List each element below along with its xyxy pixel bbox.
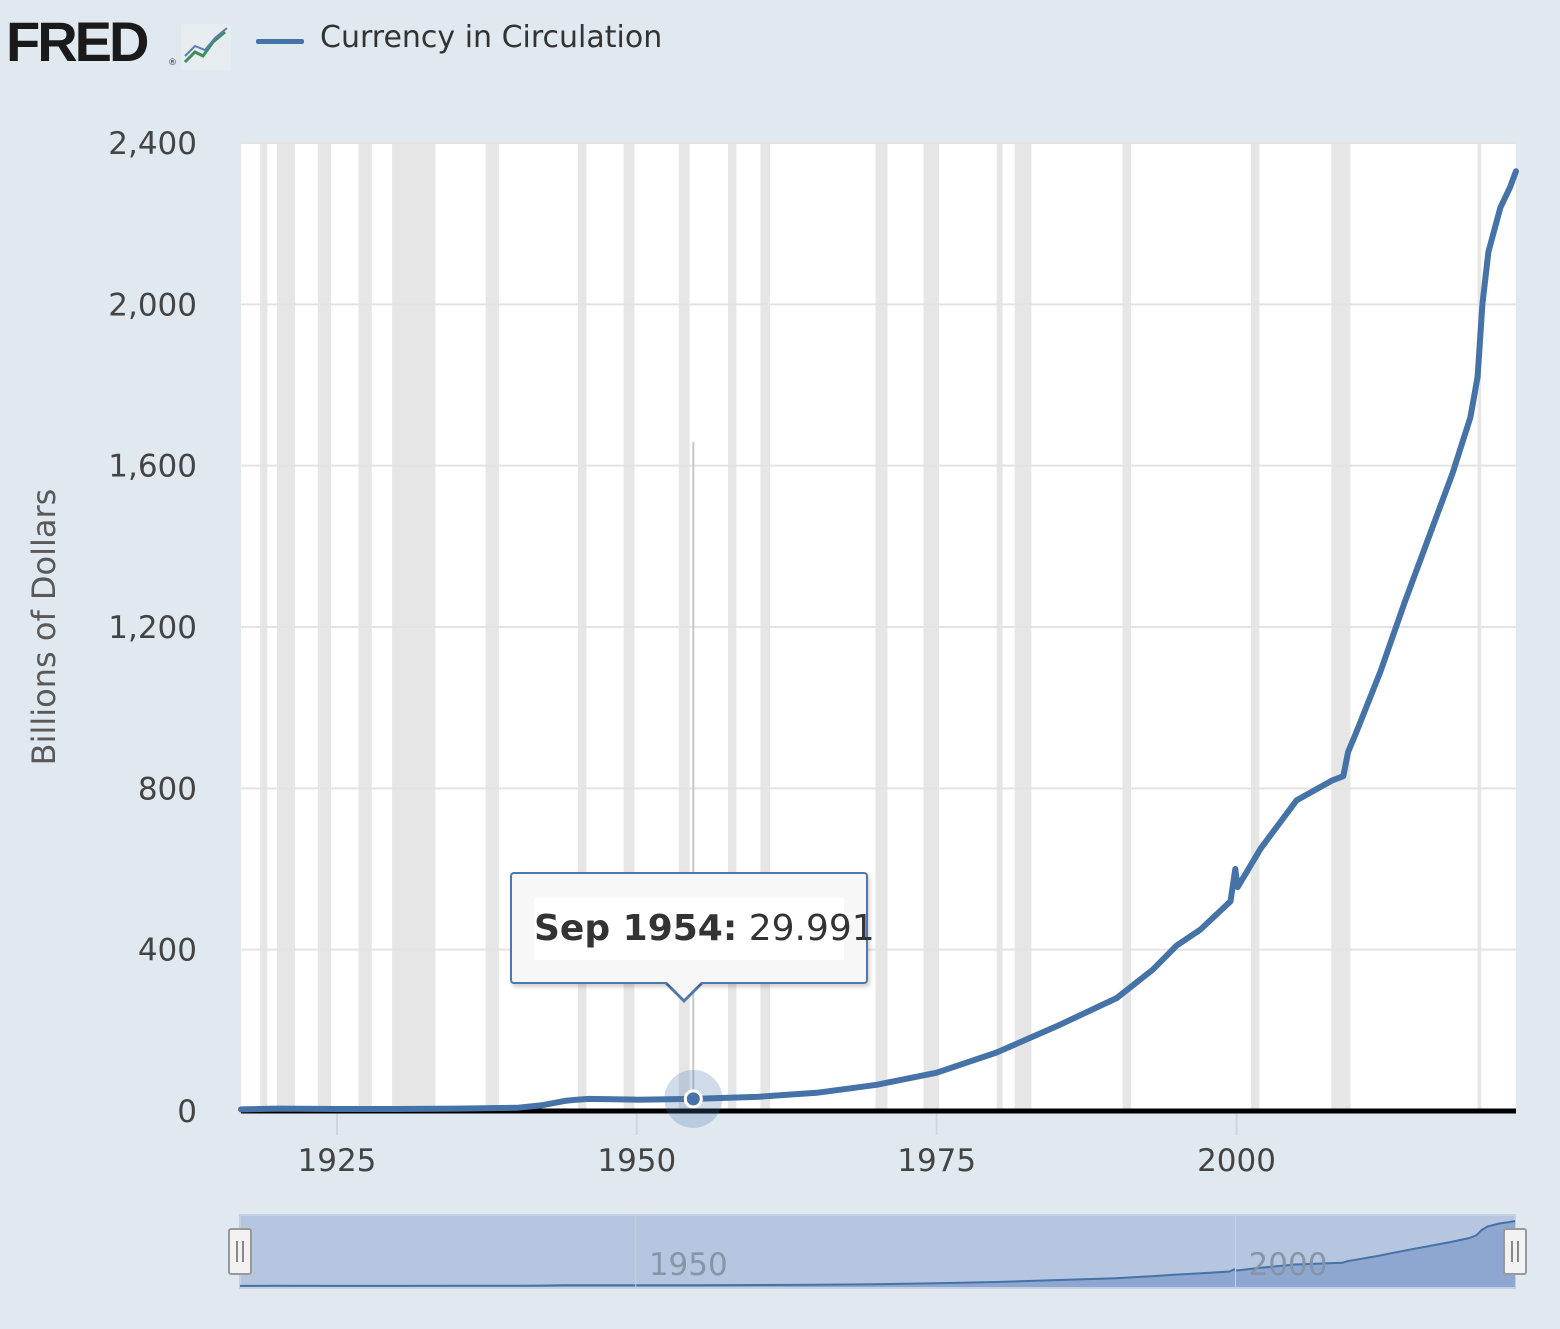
series-line (238, 168, 1519, 1113)
x-tick-label: 1925 (298, 1143, 377, 1179)
y-tick-label: 2,400 (108, 126, 197, 162)
tooltip-value: 29.991 (748, 908, 875, 949)
x-tick-label: 1975 (897, 1143, 976, 1179)
line-chart-icon (181, 24, 231, 70)
navigator-series (239, 1220, 1516, 1287)
navigator-handle-left[interactable] (228, 1228, 252, 1275)
hover-point (683, 1089, 703, 1109)
navigator-tick-label: 1950 (649, 1247, 728, 1283)
legend-swatch[interactable] (256, 39, 304, 44)
handle-body (1503, 1228, 1527, 1275)
navigator-tick-label: 2000 (1249, 1247, 1328, 1283)
navigator-handle-right[interactable] (1503, 1228, 1527, 1275)
fred-logo[interactable]: FRED (6, 10, 149, 73)
y-tick-label: 400 (138, 933, 197, 969)
legend-label[interactable]: Currency in Circulation (320, 20, 663, 55)
y-tick-label: 1,200 (108, 610, 197, 646)
y-tick-label: 1,600 (108, 449, 197, 485)
y-tick-label: 800 (138, 771, 197, 807)
navigator-area (240, 1221, 1515, 1287)
tooltip-date: Sep 1954: (534, 908, 738, 949)
tooltip-arrow-inner (667, 982, 701, 999)
y-tick-label: 2,000 (108, 287, 197, 323)
handle-body (228, 1228, 252, 1275)
y-axis-label: Billions of Dollars (25, 489, 63, 766)
tooltip: Sep 1954: 29.991 (510, 872, 875, 984)
chart-header: FRED ® Currency in Circulation (0, 0, 1560, 90)
x-tick-label: 2000 (1197, 1143, 1276, 1179)
y-tick-label: 0 (177, 1094, 197, 1130)
registered-mark: ® (168, 58, 177, 68)
tooltip-text: Sep 1954: 29.991 (534, 898, 875, 960)
x-tick-label: 1950 (597, 1143, 676, 1179)
